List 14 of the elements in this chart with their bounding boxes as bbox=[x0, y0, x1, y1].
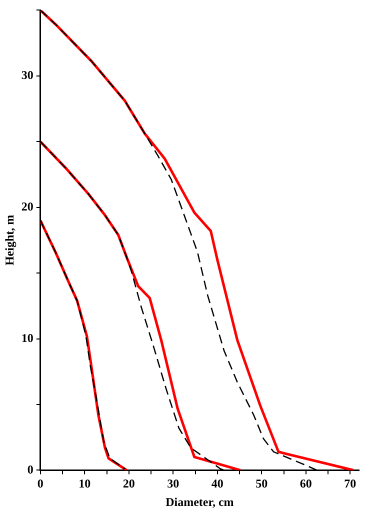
x-tick-label: 70 bbox=[344, 476, 356, 490]
x-tick-label: 0 bbox=[37, 476, 44, 490]
x-tick-label: 40 bbox=[211, 476, 224, 490]
y-axis-title: Height, m bbox=[2, 214, 16, 266]
x-tick-label: 20 bbox=[122, 476, 135, 490]
y-tick-label: 30 bbox=[21, 68, 34, 82]
x-tick-label: 10 bbox=[78, 476, 91, 490]
x-tick-label: 30 bbox=[167, 476, 180, 490]
x-tick-label: 50 bbox=[256, 476, 268, 490]
x-tick-label: 60 bbox=[300, 476, 312, 490]
y-tick-label: 20 bbox=[21, 199, 34, 214]
y-tick-label: 10 bbox=[21, 330, 34, 345]
x-axis-title: Diameter, cm bbox=[166, 494, 234, 509]
y-tick-label: 0 bbox=[27, 462, 34, 476]
